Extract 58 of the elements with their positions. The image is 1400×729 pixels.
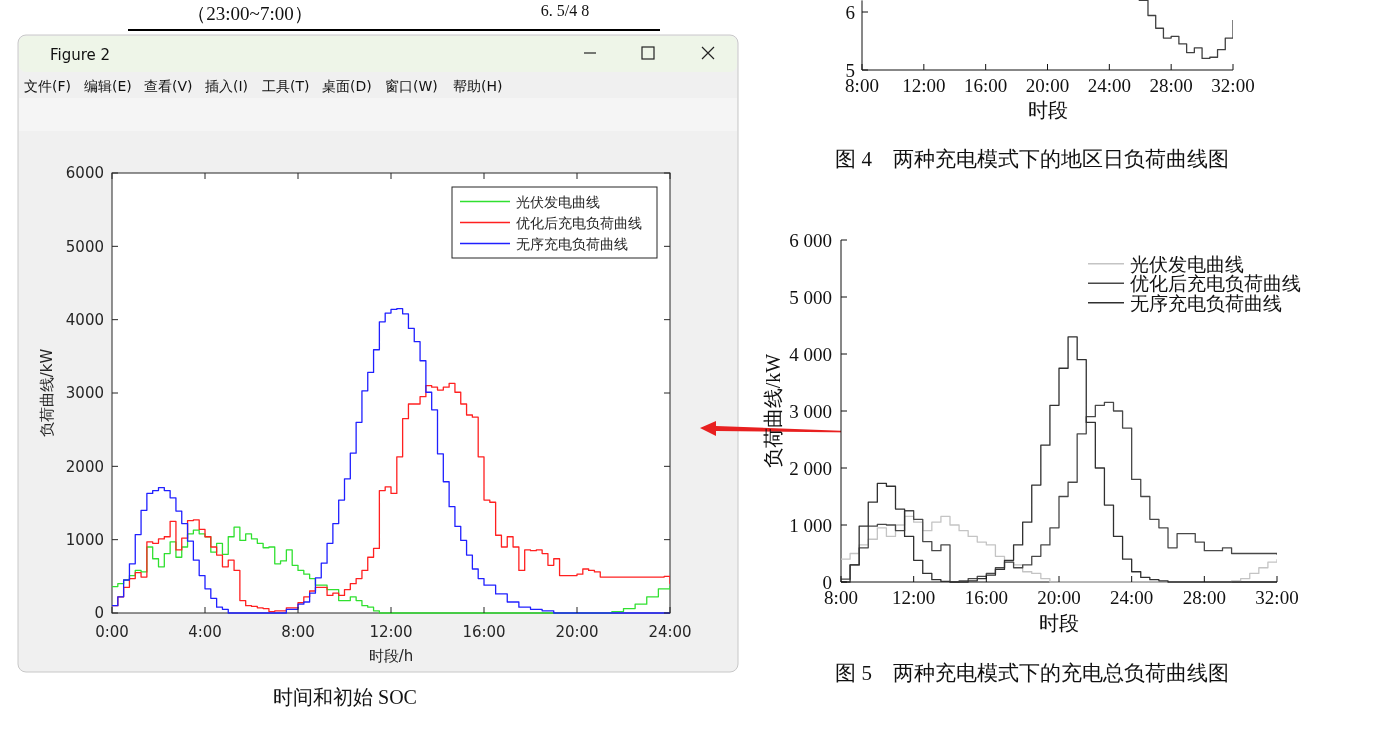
x-tick-label: 20:00 — [555, 623, 599, 641]
y-tick-label: 3 000 — [789, 400, 832, 422]
x-tick-label: 16:00 — [964, 75, 1008, 96]
caption: Figure 2 — [50, 46, 111, 64]
y-axis-title: 负荷曲线/kW — [38, 348, 56, 438]
x-tick-label: 32:00 — [1255, 587, 1299, 608]
x-tick-label: 0:00 — [95, 623, 129, 641]
x-tick-label: 12:00 — [902, 75, 946, 96]
x-tick-label: 32:00 — [1211, 75, 1255, 96]
legend-label: 优化后充电负荷曲线 — [1130, 273, 1301, 295]
legend-label: 光伏发电曲线 — [1130, 253, 1244, 275]
text: 查看(V) — [144, 78, 193, 94]
text: （23:00~7:00） — [187, 3, 313, 24]
y-tick-label: 4000 — [65, 310, 104, 329]
y-axis-title: 负荷曲线/kW — [762, 353, 784, 469]
legend-label: 无序充电负荷曲线 — [1130, 292, 1282, 314]
y-tick-label: 6 000 — [789, 229, 832, 251]
x-tick-label: 8:00 — [281, 623, 315, 641]
y-tick-label: 2000 — [65, 457, 104, 476]
text: 插入(I) — [205, 78, 249, 94]
caption: 图 5 两种充电模式下的充电总负荷曲线图 — [835, 661, 1229, 685]
y-tick-label: 5000 — [65, 237, 104, 256]
y-tick-label: 1000 — [65, 530, 104, 549]
x-axis-title: 时段/h — [368, 647, 414, 665]
x-tick-label: 20:00 — [1025, 75, 1070, 96]
legend-label: 无序充电负荷曲线 — [516, 235, 628, 252]
x-tick-label: 28:00 — [1149, 75, 1193, 96]
y-tick-label: 3000 — [65, 384, 104, 403]
x-tick-label: 24:00 — [648, 623, 692, 641]
text: 文件(F) — [24, 78, 71, 94]
text: 帮助(H) — [453, 78, 503, 94]
x-axis-title: 时段 — [1039, 612, 1079, 634]
x-tick-label: 4:00 — [188, 623, 222, 641]
y-tick-label: 0 — [94, 604, 104, 623]
text: 桌面(D) — [322, 78, 372, 94]
x-tick-label: 16:00 — [462, 623, 506, 641]
x-tick-label: 12:00 — [369, 623, 413, 641]
caption: 图 4 两种充电模式下的地区日负荷曲线图 — [835, 147, 1229, 171]
text: 工具(T) — [262, 78, 310, 94]
text: 时间和初始 SOC — [273, 686, 417, 708]
x-tick-label: 16:00 — [964, 587, 1008, 608]
y-tick-label: 6 — [845, 1, 855, 23]
x-tick-label: 28:00 — [1182, 587, 1226, 608]
y-tick-label: 6000 — [65, 164, 104, 183]
y-tick-label: 5 000 — [789, 286, 832, 308]
y-tick-label: 2 000 — [789, 457, 832, 479]
legend-label: 优化后充电负荷曲线 — [516, 214, 642, 231]
legend-label: 光伏发电曲线 — [516, 193, 600, 210]
y-tick-label: 1 000 — [789, 514, 832, 536]
text: 6. 5/4 8 — [540, 2, 590, 19]
x-axis-title: 时段 — [1027, 99, 1068, 121]
x-tick-label: 12:00 — [892, 587, 936, 608]
x-tick-label: 24:00 — [1087, 75, 1131, 96]
x-tick-label: 24:00 — [1110, 587, 1154, 608]
x-tick-label: 20:00 — [1037, 587, 1081, 608]
text: 窗口(W) — [385, 78, 438, 94]
text: 编辑(E) — [84, 78, 132, 94]
y-tick-label: 4 000 — [789, 343, 832, 365]
